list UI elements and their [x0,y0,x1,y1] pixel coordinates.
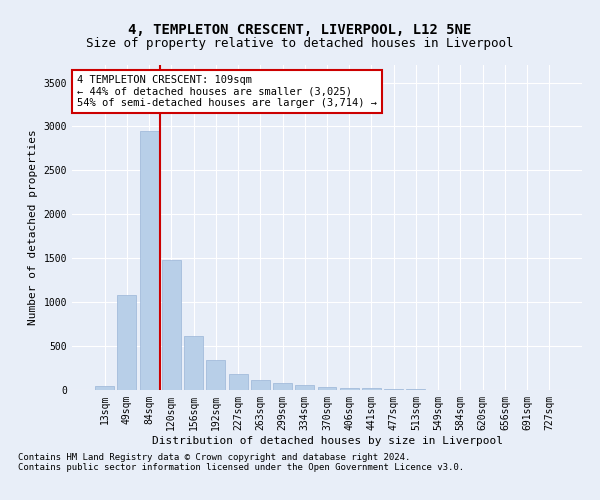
Bar [184,336,203,390]
Text: Contains public sector information licensed under the Open Government Licence v3: Contains public sector information licen… [18,464,464,472]
Bar [206,360,225,390]
Bar [229,374,248,390]
Text: Size of property relative to detached houses in Liverpool: Size of property relative to detached ho… [86,38,514,51]
Bar [317,388,337,390]
Bar [273,382,292,390]
Bar [140,131,158,390]
Bar [384,389,403,390]
Bar [362,388,381,390]
Bar [295,385,314,390]
Bar [340,388,359,390]
Text: 4 TEMPLETON CRESCENT: 109sqm
← 44% of detached houses are smaller (3,025)
54% of: 4 TEMPLETON CRESCENT: 109sqm ← 44% of de… [77,74,377,108]
Bar [251,380,270,390]
Bar [162,260,181,390]
Text: 4, TEMPLETON CRESCENT, LIVERPOOL, L12 5NE: 4, TEMPLETON CRESCENT, LIVERPOOL, L12 5N… [128,22,472,36]
Bar [95,386,114,390]
X-axis label: Distribution of detached houses by size in Liverpool: Distribution of detached houses by size … [151,436,503,446]
Bar [118,295,136,390]
Text: Contains HM Land Registry data © Crown copyright and database right 2024.: Contains HM Land Registry data © Crown c… [18,454,410,462]
Y-axis label: Number of detached properties: Number of detached properties [28,130,38,326]
